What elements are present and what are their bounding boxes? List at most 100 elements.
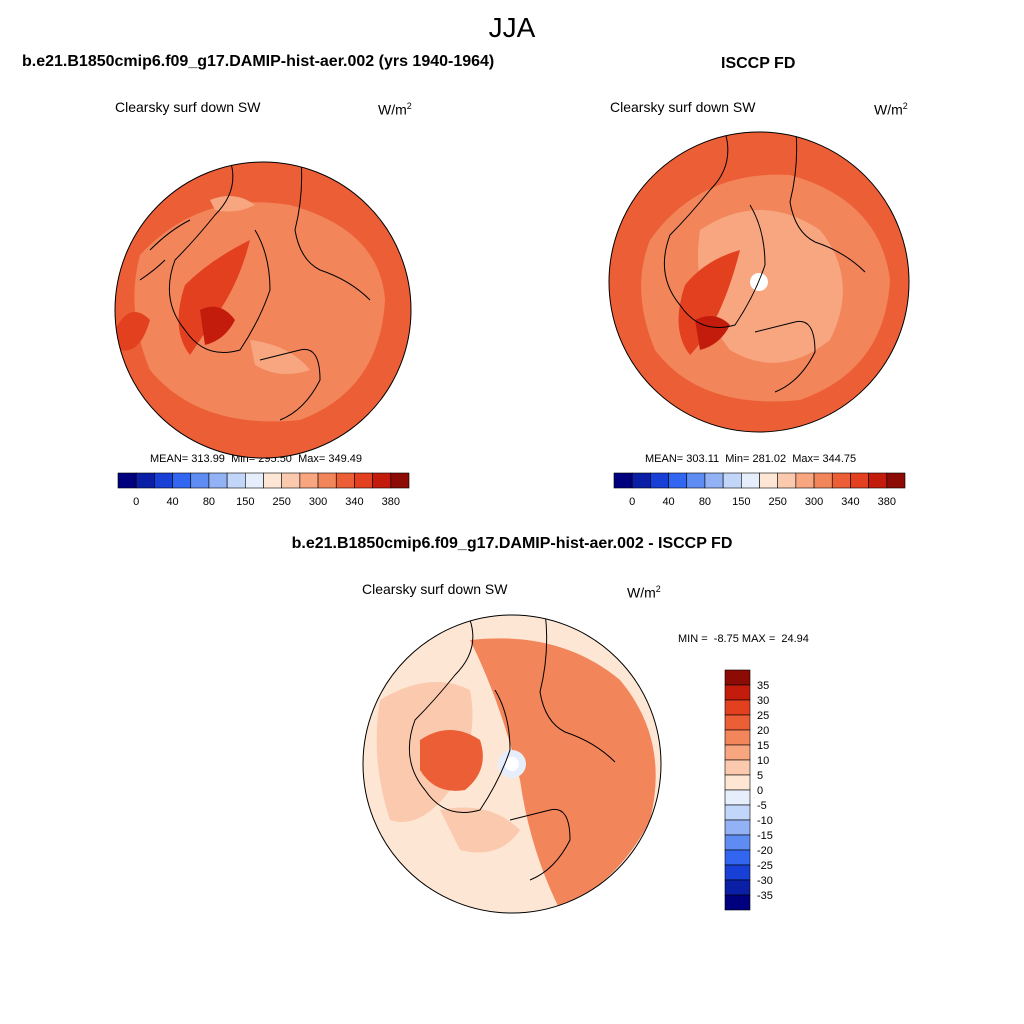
colorbar-tick-label: -15 — [757, 830, 773, 842]
p3-field-archipelago — [420, 730, 483, 791]
p1-map — [114, 161, 412, 459]
colorbar-swatch — [263, 472, 282, 489]
colorbar-swatch — [704, 472, 724, 489]
colorbar-tick-label: 150 — [732, 496, 750, 508]
colorbar-swatch — [724, 759, 751, 776]
colorbar-tick-label: 340 — [345, 496, 363, 508]
left-panel-title: b.e21.B1850cmip6.f09_g17.DAMIP-hist-aer.… — [22, 53, 495, 70]
colorbar-swatch — [724, 729, 751, 746]
p3-polar-hole — [505, 757, 519, 771]
colorbar-swatch — [335, 472, 355, 489]
p1-units-label: W/m2 — [378, 101, 412, 118]
colorbar-tick-label: 80 — [699, 496, 711, 508]
colorbar-swatch — [741, 472, 760, 489]
colorbar-tick-label: 0 — [757, 785, 763, 797]
colorbar-swatch — [299, 472, 319, 489]
colorbar-swatch — [354, 472, 373, 489]
p3-colorbar: 35 30 25 20 15 10 5 0 -5 -10 -15 -20 -25 -30 -35 — [724, 669, 773, 911]
p1-colorbar: 0 40 80 150 250 300 340 380 — [117, 472, 410, 508]
colorbar-tick-label: 380 — [878, 496, 896, 508]
colorbar-swatch — [724, 849, 751, 866]
colorbar-swatch — [372, 472, 392, 489]
p3-stats: MIN = -8.75 MAX = 24.94 — [678, 633, 809, 645]
colorbar-swatch — [172, 472, 192, 489]
colorbar-swatch — [724, 774, 751, 791]
p1-coastlines — [139, 162, 371, 421]
p3-coastlines — [408, 615, 616, 881]
p2-variable-label: Clearsky surf down SW — [610, 99, 756, 115]
p2-field-inner — [698, 210, 843, 363]
colorbar-swatch — [724, 699, 751, 716]
colorbar-tick-label: 340 — [841, 496, 859, 508]
colorbar-swatch — [724, 864, 751, 881]
colorbar-tick-label: -10 — [757, 815, 773, 827]
colorbar-tick-label: 300 — [805, 496, 823, 508]
p1-field-greenland — [178, 240, 250, 355]
p2-stats: MEAN= 303.11 Min= 281.02 Max= 344.75 — [645, 453, 857, 465]
colorbar-swatch — [724, 894, 751, 911]
colorbar-tick-label: -5 — [757, 800, 767, 812]
colorbar-swatch — [631, 472, 651, 489]
colorbar-tick-label: 40 — [662, 496, 674, 508]
p3-field-east — [470, 638, 656, 910]
colorbar-swatch — [650, 472, 669, 489]
colorbar-swatch — [724, 684, 751, 701]
colorbar-swatch — [777, 472, 797, 489]
colorbar-tick-label: 0 — [133, 496, 139, 508]
p2-units-label: W/m2 — [874, 101, 908, 118]
p2-map — [608, 131, 910, 433]
colorbar-swatch — [135, 472, 155, 489]
colorbar-tick-label: 150 — [236, 496, 254, 508]
colorbar-swatch — [724, 834, 751, 851]
p2-colorbar: 0 40 80 150 250 300 340 380 — [613, 472, 906, 508]
p1-field-scandinavia — [250, 340, 310, 374]
colorbar-tick-label: 30 — [757, 695, 769, 707]
colorbar-tick-label: 0 — [629, 496, 635, 508]
colorbar-swatch — [668, 472, 688, 489]
colorbar-tick-label: -20 — [757, 845, 773, 857]
colorbar-swatch — [722, 472, 742, 489]
colorbar-swatch — [245, 472, 264, 489]
colorbar-tick-label: 25 — [757, 710, 769, 722]
p1-variable-label: Clearsky surf down SW — [115, 99, 261, 115]
colorbar-swatch — [813, 472, 833, 489]
colorbar-tick-label: -25 — [757, 860, 773, 872]
p3-units-label: W/m2 — [627, 584, 661, 601]
colorbar-tick-label: 250 — [273, 496, 291, 508]
diff-panel-title: b.e21.B1850cmip6.f09_g17.DAMIP-hist-aer.… — [291, 535, 733, 552]
season-title: JJA — [488, 12, 536, 43]
colorbar-tick-label: -30 — [757, 875, 773, 887]
colorbar-swatch — [795, 472, 815, 489]
p2-map-border — [608, 131, 910, 433]
colorbar-swatch — [724, 879, 751, 896]
colorbar-tick-label: 250 — [769, 496, 787, 508]
colorbar-swatch — [613, 472, 633, 489]
colorbar-swatch — [724, 804, 751, 821]
p3-map — [362, 614, 662, 914]
colorbar-tick-label: 80 — [203, 496, 215, 508]
colorbar-swatch — [154, 472, 173, 489]
colorbar-swatch — [724, 744, 751, 761]
colorbar-swatch — [724, 669, 751, 686]
colorbar-swatch — [190, 472, 210, 489]
colorbar-swatch — [317, 472, 337, 489]
colorbar-swatch — [724, 714, 751, 731]
colorbar-swatch — [117, 472, 137, 489]
colorbar-swatch — [850, 472, 869, 489]
p1-field-edge — [115, 312, 150, 351]
colorbar-tick-label: 20 — [757, 725, 769, 737]
colorbar-swatch — [724, 789, 751, 806]
p3-map-border — [362, 614, 662, 914]
p2-field-greenland — [678, 250, 740, 355]
colorbar-swatch — [759, 472, 778, 489]
colorbar-swatch — [886, 472, 906, 489]
colorbar-swatch — [390, 472, 410, 489]
colorbar-tick-label: 10 — [757, 755, 769, 767]
right-panel-title: ISCCP FD — [721, 55, 796, 72]
colorbar-tick-label: 15 — [757, 740, 769, 752]
colorbar-swatch — [281, 472, 301, 489]
p2-coastlines — [663, 132, 866, 393]
colorbar-tick-label: -35 — [757, 890, 773, 902]
colorbar-swatch — [724, 819, 751, 836]
